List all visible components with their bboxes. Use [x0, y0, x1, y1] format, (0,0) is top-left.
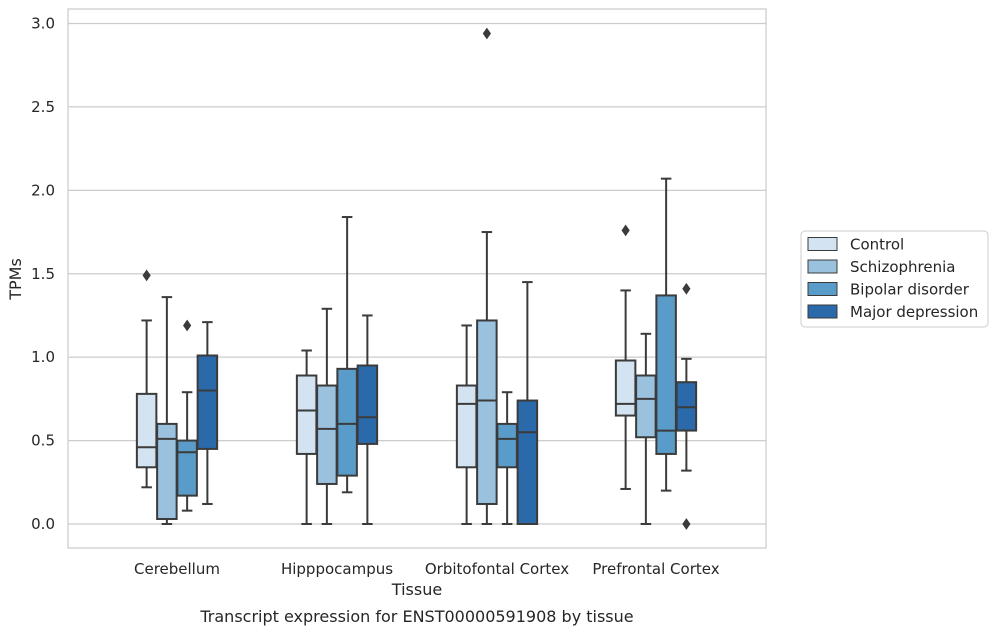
x-tick-labels: Cerebellum Hipppocampus Orbitofontal Corte…: [134, 560, 720, 578]
legend-label: Control: [850, 236, 904, 254]
outlier-point: [183, 319, 192, 332]
box-control: [135, 269, 158, 489]
x-axis-title: Tissue: [391, 580, 442, 599]
box-bipolar-disorder: [496, 391, 518, 525]
outlier-point: [482, 27, 491, 40]
y-axis-title: TPMs: [6, 258, 25, 301]
outlier-point: [682, 282, 691, 295]
x-tick-label: Hipppocampus: [281, 560, 393, 578]
legend-swatch: [807, 304, 838, 319]
box-schizophrenia: [316, 307, 338, 525]
y-tick-label: 1.0: [31, 348, 55, 366]
legend-swatch: [807, 237, 838, 251]
y-tick-label: 2.5: [31, 98, 55, 116]
box-iqr: [316, 384, 338, 485]
box-iqr: [176, 439, 198, 497]
legend-label: Major depression: [850, 303, 978, 321]
chart-caption: Transcript expression for ENST0000059190…: [199, 607, 633, 626]
legend-swatch: [807, 282, 838, 296]
box-iqr: [135, 392, 158, 469]
y-tick-label: 3.0: [31, 15, 55, 33]
legend-swatch: [807, 259, 838, 274]
y-tick-label: 0.5: [31, 432, 55, 450]
legend: Control Schizophrenia Bipolar disorder Majo…: [800, 230, 989, 328]
box-bipolar-disorder: [176, 319, 198, 512]
x-tick-label: Cerebellum: [134, 560, 220, 578]
y-tick-labels: 0.0 0.5 1.0 1.5 2.0 2.5 3.0: [31, 15, 55, 534]
outlier-point: [621, 224, 630, 237]
box-control: [295, 349, 318, 525]
box-iqr: [356, 364, 379, 445]
legend-frame: [800, 230, 989, 328]
box-major-depression: [516, 281, 539, 525]
x-tick-label: Orbitofontal Cortex: [425, 560, 569, 578]
box-schizophrenia: [635, 332, 657, 525]
box-bipolar-disorder: [336, 216, 358, 494]
box-schizophrenia: [476, 27, 498, 525]
y-tick-label: 0.0: [31, 515, 55, 533]
outlier-point: [142, 269, 151, 282]
plot-area-frame: [67, 8, 767, 549]
y-tick-label: 2.0: [31, 181, 55, 199]
box-bipolar-disorder: [655, 177, 677, 492]
box-iqr: [655, 294, 677, 455]
box-iqr: [455, 384, 478, 469]
box-major-depression: [675, 282, 698, 530]
box-iqr: [635, 374, 657, 439]
box-iqr: [295, 374, 318, 455]
box-major-depression: [196, 321, 219, 505]
box-iqr: [496, 422, 518, 469]
box-iqr: [476, 319, 498, 505]
box-control: [614, 224, 637, 490]
outlier-point: [682, 518, 691, 530]
box-iqr: [516, 399, 539, 525]
box-iqr: [196, 354, 219, 450]
y-tick-label: 1.5: [31, 265, 55, 283]
box-groups: [135, 27, 698, 530]
box-iqr: [336, 367, 358, 477]
x-tick-label: Prefrontal Cortex: [592, 560, 719, 578]
box-iqr: [614, 359, 637, 417]
legend-label: Bipolar disorder: [850, 281, 970, 299]
box-major-depression: [356, 314, 379, 525]
legend-label: Schizophrenia: [850, 258, 955, 276]
